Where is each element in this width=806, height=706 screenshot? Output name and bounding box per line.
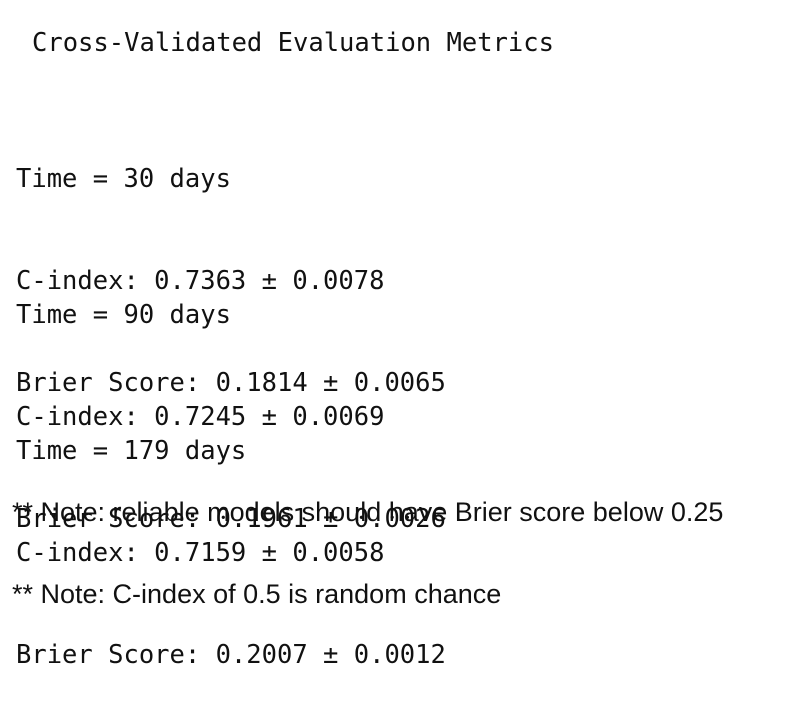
page-title: Cross-Validated Evaluation Metrics	[32, 28, 554, 58]
brier-score-line: Brier Score: 0.2007 ± 0.0012	[16, 640, 446, 670]
brier-score-line: Brier Score: 0.1961 ± 0.0026	[16, 504, 446, 534]
note-brier-threshold: ** Note: reliable models should have Bri…	[12, 497, 724, 527]
time-line: Time = 90 days	[16, 300, 231, 330]
time-line: Time = 179 days	[16, 436, 247, 466]
metrics-block-179-days: Time = 179 days C-index: 0.7159 ± 0.0058…	[16, 366, 446, 706]
metrics-block-30-days: Time = 30 days C-index: 0.7363 ± 0.0078 …	[16, 94, 446, 434]
time-line: Time = 30 days	[16, 164, 231, 194]
note-c-index-random: ** Note: C-index of 0.5 is random chance	[12, 579, 502, 609]
c-index-line: C-index: 0.7363 ± 0.0078	[16, 266, 385, 296]
brier-score-line: Brier Score: 0.1814 ± 0.0065	[16, 368, 446, 398]
c-index-line: C-index: 0.7159 ± 0.0058	[16, 538, 385, 568]
c-index-line: C-index: 0.7245 ± 0.0069	[16, 402, 385, 432]
metrics-block-90-days: Time = 90 days C-index: 0.7245 ± 0.0069 …	[16, 230, 446, 570]
